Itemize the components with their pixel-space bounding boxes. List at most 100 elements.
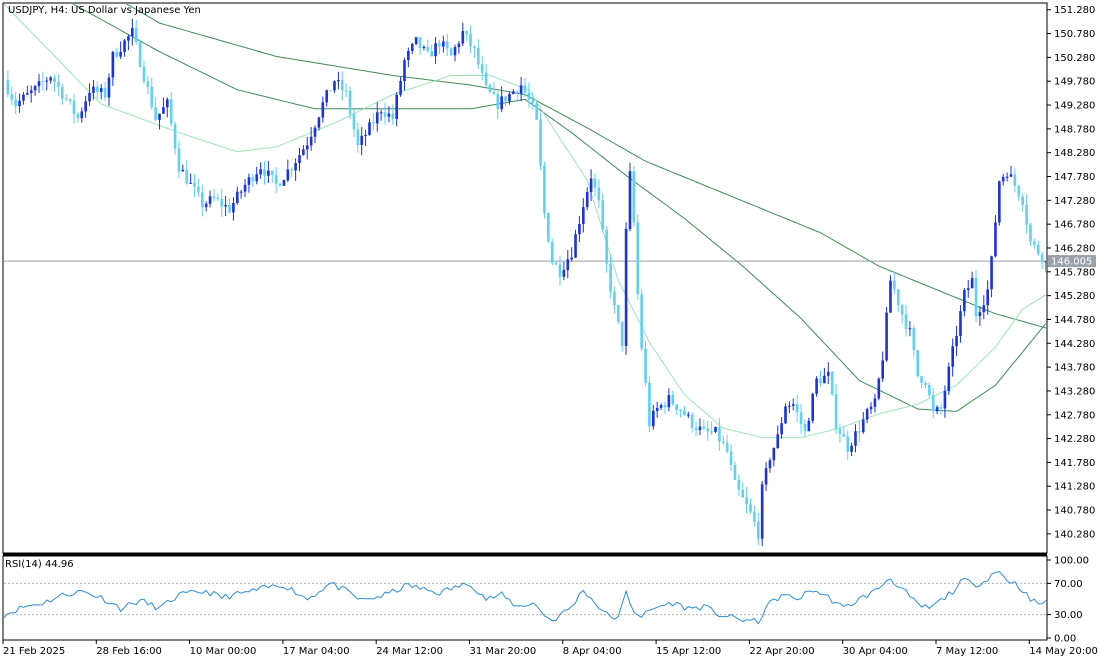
candle-body	[6, 80, 10, 95]
candle-body	[881, 360, 885, 379]
candle-body	[523, 85, 527, 93]
main-price-layer	[4, 4, 1046, 547]
candle-body	[321, 102, 325, 118]
candle-body	[994, 222, 997, 257]
candle-body	[791, 404, 795, 406]
candle-body	[772, 447, 776, 461]
candle-body	[337, 79, 340, 82]
candle-body	[990, 256, 993, 290]
candle-body	[850, 445, 853, 452]
candle-body	[1005, 176, 1009, 178]
candle-body	[80, 111, 84, 119]
candle-body	[383, 112, 387, 117]
candle-body	[943, 391, 947, 409]
candle-body	[632, 171, 636, 223]
candle-body	[554, 263, 558, 265]
candle-body	[636, 222, 640, 295]
candle-body	[1017, 185, 1021, 197]
candle-body	[465, 31, 468, 35]
candle-body	[274, 174, 278, 184]
candle-body	[624, 229, 628, 346]
price-tick-label: 147.280	[1054, 196, 1095, 207]
candle-body	[352, 113, 356, 130]
candle-body	[655, 407, 659, 411]
candle-body	[348, 90, 352, 114]
candle-body	[947, 366, 951, 392]
candle-body	[721, 441, 725, 443]
candle-body	[99, 88, 103, 92]
candle-body	[410, 43, 414, 51]
time-tick-label: 7 May 12:00	[936, 646, 998, 657]
candle-body	[64, 98, 68, 100]
candle-body	[515, 91, 519, 94]
candle-body	[259, 169, 262, 175]
rsi-tick-label: 30.00	[1054, 610, 1083, 621]
candle-body	[33, 86, 37, 91]
candle-body	[512, 91, 515, 94]
candle-body	[819, 378, 822, 384]
candle-body	[251, 177, 255, 182]
candle-body	[169, 99, 173, 124]
candle-body	[173, 123, 177, 149]
candle-body	[200, 192, 204, 208]
candle-body	[760, 484, 764, 539]
candle-body	[340, 79, 344, 91]
candle-body	[582, 207, 585, 224]
candle-body	[714, 426, 717, 432]
candle-body	[10, 94, 14, 100]
candle-body	[317, 117, 321, 128]
candle-body	[500, 96, 503, 110]
candle-body	[826, 371, 830, 376]
candle-body	[228, 204, 231, 213]
candle-body	[403, 60, 406, 82]
price-tick-label: 145.780	[1054, 267, 1095, 278]
candle-body	[574, 234, 577, 258]
candle-body	[823, 375, 826, 384]
candle-body	[609, 263, 612, 292]
candle-body	[815, 378, 818, 394]
candle-body	[811, 393, 815, 421]
candle-body	[667, 395, 671, 408]
candle-body	[846, 436, 850, 452]
candle-body	[492, 91, 496, 94]
candle-body	[978, 312, 982, 317]
price-tick-label: 150.780	[1054, 29, 1095, 40]
candle-body	[138, 42, 142, 68]
candle-body	[896, 289, 900, 306]
candle-body	[18, 100, 21, 107]
time-tick-label: 30 Apr 04:00	[843, 646, 908, 657]
current-price-label: 146.005	[1051, 257, 1092, 268]
candle-body	[263, 169, 266, 176]
price-tick-label: 141.280	[1054, 482, 1095, 493]
candle-body	[235, 191, 239, 203]
candle-body	[45, 80, 49, 82]
price-tick-label: 143.780	[1054, 363, 1095, 374]
candle-body	[1001, 177, 1005, 182]
candle-body	[220, 199, 224, 207]
candle-body	[741, 489, 745, 498]
time-tick-label: 15 Apr 12:00	[656, 646, 721, 657]
candle-body	[970, 278, 974, 289]
candle-body	[865, 409, 869, 420]
candle-body	[803, 423, 807, 432]
candle-body	[216, 197, 220, 200]
candle-body	[749, 504, 752, 512]
candle-body	[14, 99, 17, 107]
candle-body	[461, 31, 465, 44]
candle-body	[375, 112, 379, 124]
candle-body	[103, 88, 107, 98]
candle-body	[387, 113, 391, 117]
candle-body	[690, 414, 694, 428]
time-tick-label: 22 Apr 20:00	[749, 646, 814, 657]
candle-body	[313, 127, 317, 137]
candle-body	[675, 404, 678, 410]
candle-body	[360, 136, 364, 145]
candle-body	[788, 405, 791, 407]
candle-body	[267, 170, 270, 176]
candle-body	[807, 420, 811, 432]
candle-body	[286, 169, 290, 181]
candle-body	[368, 122, 371, 135]
candle-body	[379, 112, 383, 114]
